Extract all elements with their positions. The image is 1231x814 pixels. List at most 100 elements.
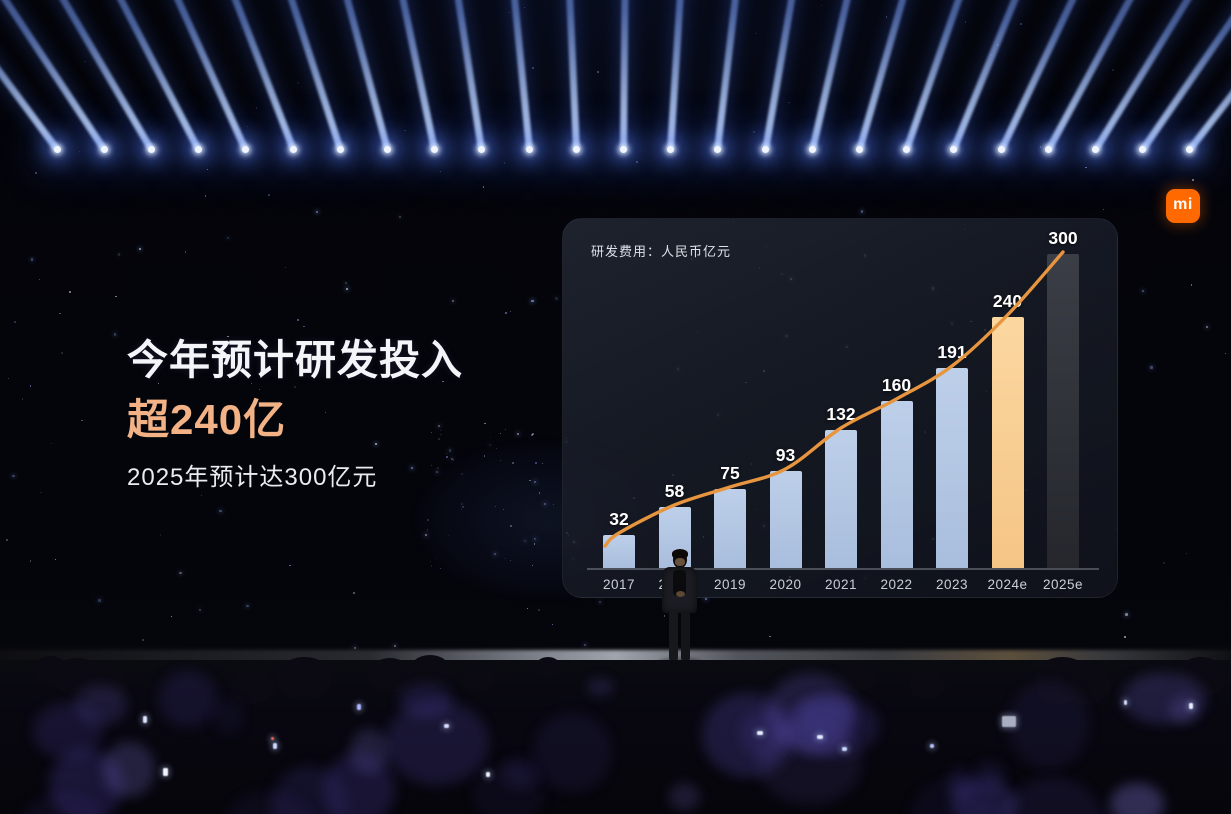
star — [753, 131, 755, 133]
star — [531, 299, 534, 302]
star — [1039, 146, 1042, 148]
star — [1085, 166, 1087, 169]
star — [138, 248, 142, 251]
star — [461, 503, 464, 506]
star — [50, 442, 53, 445]
star — [450, 457, 453, 460]
star — [1150, 366, 1153, 369]
audience-silhouette — [230, 669, 275, 704]
stage-light-beam — [0, 0, 202, 152]
star — [860, 210, 864, 213]
star — [1190, 284, 1193, 286]
bar-2017 — [603, 535, 635, 568]
star — [142, 639, 144, 641]
phone-light — [1189, 703, 1193, 709]
star — [81, 419, 83, 422]
star — [440, 433, 443, 436]
star — [440, 170, 442, 172]
star — [529, 479, 532, 482]
star — [219, 509, 222, 512]
star — [447, 534, 449, 537]
star — [430, 564, 433, 567]
audience-silhouette — [837, 661, 876, 692]
star — [440, 567, 442, 569]
star — [198, 608, 202, 612]
star — [461, 506, 464, 509]
bar-value-label-2021: 132 — [826, 404, 856, 424]
stage-light-source — [147, 146, 155, 153]
stage-light-source — [1139, 146, 1147, 153]
star — [1125, 613, 1128, 616]
crowd-blob — [951, 778, 1017, 814]
star — [541, 463, 543, 465]
star — [54, 559, 56, 561]
star — [155, 423, 158, 426]
star — [98, 599, 101, 602]
star — [78, 150, 81, 153]
star — [21, 398, 23, 400]
audience-silhouette — [534, 657, 562, 679]
star — [533, 543, 535, 545]
star — [494, 505, 497, 508]
stage-light-source — [478, 146, 486, 153]
stage-light-source — [1186, 146, 1194, 153]
x-axis-line — [587, 568, 1099, 570]
bar-value-label-2017: 32 — [609, 509, 629, 529]
stage-light-beam — [856, 0, 1018, 151]
phone-light — [357, 704, 361, 710]
star — [1102, 209, 1105, 211]
star — [769, 635, 771, 638]
star — [13, 320, 16, 323]
star — [159, 534, 162, 537]
crowd-blob — [973, 763, 1006, 791]
crowd-blob — [701, 692, 793, 778]
crowd-blob — [797, 695, 850, 731]
star — [1185, 552, 1187, 555]
stage-light-source — [808, 146, 816, 153]
star — [508, 11, 511, 14]
bar-2020 — [769, 471, 802, 568]
audience-silhouette — [408, 654, 451, 689]
star — [1112, 69, 1114, 72]
bar-value-label-2025e: 300 — [1048, 228, 1078, 248]
star — [427, 529, 429, 531]
star — [524, 6, 526, 9]
star — [1142, 289, 1145, 292]
star — [429, 561, 432, 563]
x-tick-2025e: 2025e — [1042, 577, 1084, 592]
star — [40, 492, 42, 494]
star — [504, 428, 506, 430]
star — [488, 443, 492, 447]
presenter-leg — [669, 611, 678, 661]
star — [482, 186, 485, 188]
crowd-blob — [213, 699, 243, 735]
phone-light — [930, 744, 934, 748]
bar-value-label-2022: 160 — [881, 375, 912, 395]
star — [34, 172, 37, 175]
x-tick-2024e: 2024e — [987, 577, 1028, 592]
crowd-blob — [766, 673, 857, 754]
stage-light-source — [1091, 146, 1099, 153]
star — [448, 449, 452, 452]
stage-light-source — [525, 146, 533, 153]
headline-highlight: 超240亿 — [127, 396, 287, 444]
star — [427, 518, 429, 521]
crowd-blob — [102, 741, 155, 797]
phone-light — [271, 737, 274, 740]
star — [289, 564, 291, 566]
crowd-blob — [533, 712, 612, 793]
crowd-blob — [1008, 681, 1090, 770]
star — [460, 508, 463, 511]
stage-light-beam — [667, 0, 710, 151]
star — [503, 162, 505, 164]
star — [495, 447, 497, 449]
star — [293, 386, 296, 388]
star — [820, 4, 822, 7]
crowd-blob — [1122, 673, 1206, 725]
star — [499, 460, 501, 462]
star — [226, 236, 230, 240]
audience-highlight — [1002, 716, 1016, 727]
phone-light — [486, 772, 490, 777]
bar-value-label-2024e: 240 — [992, 291, 1023, 311]
x-tick-2020: 2020 — [769, 577, 802, 592]
